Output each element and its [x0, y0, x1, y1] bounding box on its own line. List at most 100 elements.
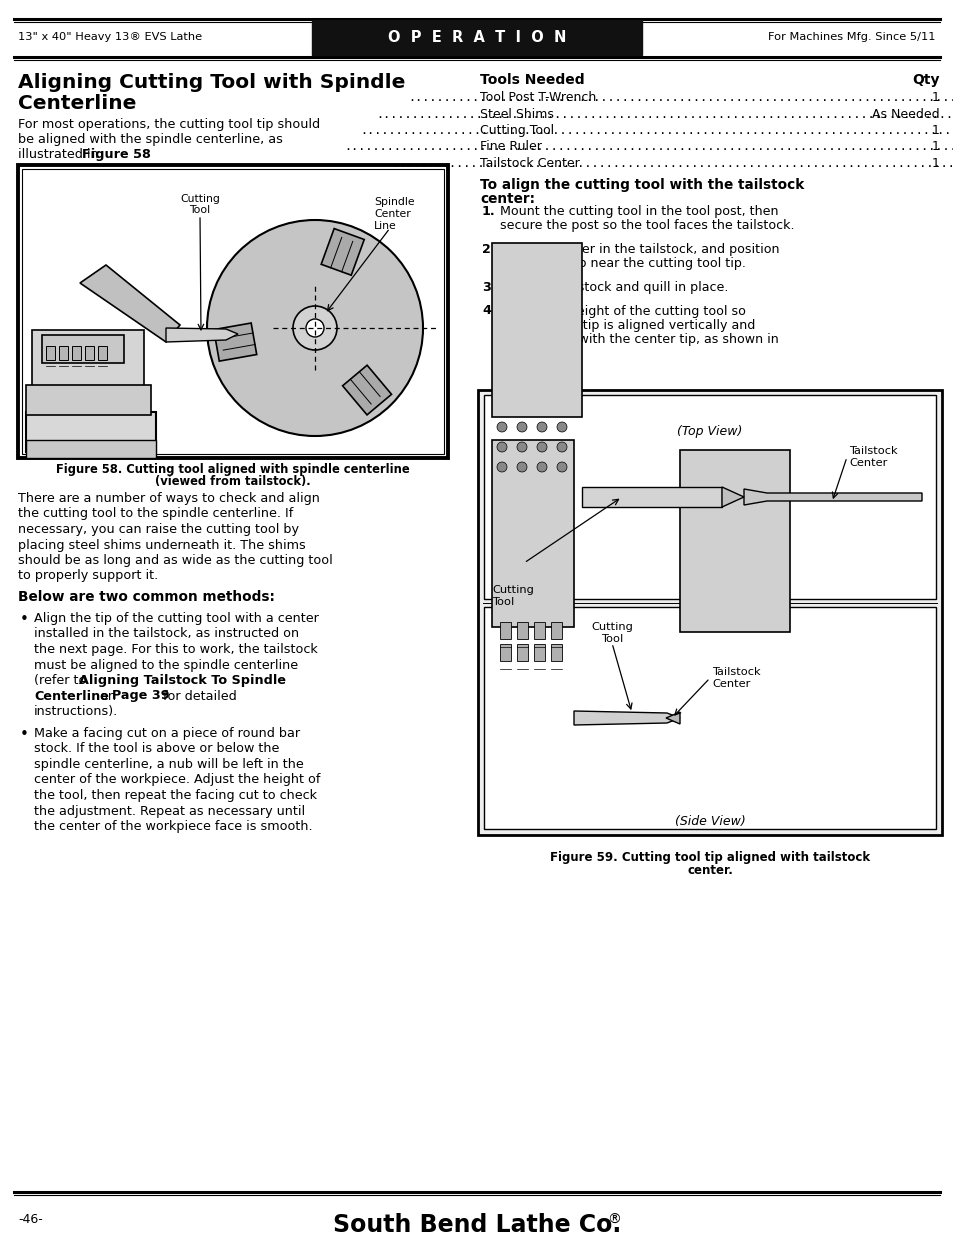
- Text: Aligning Tailstock To Spindle: Aligning Tailstock To Spindle: [79, 674, 286, 687]
- Text: Centerline: Centerline: [18, 94, 136, 112]
- Text: For Machines Mfg. Since 5/11: For Machines Mfg. Since 5/11: [768, 32, 935, 42]
- Circle shape: [497, 422, 506, 432]
- Text: that the tool tip is aligned vertically and: that the tool tip is aligned vertically …: [499, 319, 755, 332]
- Text: 1: 1: [931, 141, 939, 153]
- Bar: [581, 487, 721, 508]
- Circle shape: [306, 319, 324, 337]
- Polygon shape: [80, 266, 180, 342]
- Bar: [534, 622, 544, 638]
- Text: Tailstock
Center: Tailstock Center: [848, 446, 897, 468]
- Circle shape: [517, 442, 526, 452]
- Text: Tailstock
Center: Tailstock Center: [711, 667, 760, 689]
- Text: .: .: [548, 348, 553, 361]
- Text: Tool: Tool: [190, 205, 211, 215]
- Text: Figure 58: Figure 58: [82, 148, 151, 161]
- Text: Below are two common methods:: Below are two common methods:: [18, 590, 274, 604]
- Text: Make a facing cut on a piece of round bar: Make a facing cut on a piece of round ba…: [34, 727, 300, 740]
- Text: Page 39: Page 39: [112, 689, 170, 703]
- Bar: [46, 346, 55, 359]
- Text: 13" x 40" Heavy 13® EVS Lathe: 13" x 40" Heavy 13® EVS Lathe: [18, 32, 202, 42]
- Circle shape: [517, 422, 526, 432]
- Bar: [98, 346, 107, 359]
- Bar: [499, 643, 511, 661]
- Text: ®: ®: [606, 1213, 620, 1228]
- Text: To align the cutting tool with the tailstock: To align the cutting tool with the tails…: [479, 178, 803, 191]
- Bar: [26, 385, 151, 415]
- Text: (viewed from tailstock).: (viewed from tailstock).: [155, 475, 311, 488]
- Circle shape: [537, 462, 546, 472]
- Text: center of the workpiece. Adjust the height of: center of the workpiece. Adjust the heig…: [34, 773, 320, 787]
- Text: There are a number of ways to check and align: There are a number of ways to check and …: [18, 492, 319, 505]
- Text: must be aligned to the spindle centerline: must be aligned to the spindle centerlin…: [34, 658, 297, 672]
- Text: Qty: Qty: [911, 73, 939, 86]
- Bar: [517, 622, 527, 638]
- Text: -46-: -46-: [18, 1213, 43, 1226]
- Bar: [23, 170, 442, 453]
- Text: 3.: 3.: [481, 282, 496, 294]
- Text: ................................................................................: ........................................…: [360, 124, 953, 137]
- Text: Steel Shims: Steel Shims: [479, 107, 554, 121]
- Bar: [551, 622, 561, 638]
- Circle shape: [207, 220, 422, 436]
- Text: Cutting Tool: Cutting Tool: [479, 124, 554, 137]
- Text: installed in the tailstock, as instructed on: installed in the tailstock, as instructe…: [34, 627, 299, 641]
- Polygon shape: [342, 366, 391, 415]
- Text: center.: center.: [686, 864, 732, 877]
- Polygon shape: [665, 713, 679, 724]
- Text: the adjustment. Repeat as necessary until: the adjustment. Repeat as necessary unti…: [34, 804, 305, 818]
- Text: 1: 1: [931, 91, 939, 104]
- Text: illustrated in: illustrated in: [18, 148, 103, 161]
- Polygon shape: [321, 228, 364, 275]
- Text: Tools Needed: Tools Needed: [479, 73, 584, 86]
- Text: ................................................................................: ........................................…: [392, 157, 953, 170]
- Text: Aligning Cutting Tool with Spindle: Aligning Cutting Tool with Spindle: [18, 73, 405, 91]
- Bar: [85, 346, 94, 359]
- Bar: [477, 390, 941, 835]
- Text: (refer to: (refer to: [34, 674, 91, 687]
- Polygon shape: [213, 324, 256, 361]
- Text: for detailed: for detailed: [159, 689, 236, 703]
- Polygon shape: [574, 711, 679, 725]
- Polygon shape: [166, 329, 237, 342]
- Polygon shape: [743, 489, 921, 505]
- Text: (Top View): (Top View): [677, 425, 741, 438]
- Text: placing steel shims underneath it. The shims: placing steel shims underneath it. The s…: [18, 538, 305, 552]
- Circle shape: [497, 462, 506, 472]
- Text: Figure 59: Figure 59: [499, 348, 567, 361]
- Bar: [483, 395, 935, 599]
- Text: 1: 1: [931, 124, 939, 137]
- Text: instructions).: instructions).: [34, 705, 118, 718]
- Bar: [517, 643, 527, 661]
- Circle shape: [557, 462, 566, 472]
- Text: Line: Line: [374, 221, 396, 231]
- Text: secure the post so the tool faces the tailstock.: secure the post so the tool faces the ta…: [499, 220, 794, 232]
- Text: Cutting
Tool: Cutting Tool: [591, 622, 632, 643]
- Text: the center of the workpiece face is smooth.: the center of the workpiece face is smoo…: [34, 820, 313, 832]
- Text: Cutting: Cutting: [180, 194, 220, 204]
- Text: Fine Ruler: Fine Ruler: [479, 141, 541, 153]
- Text: Adjust the height of the cutting tool so: Adjust the height of the cutting tool so: [499, 305, 745, 317]
- Text: on: on: [96, 689, 120, 703]
- Text: Install a center in the tailstock, and position: Install a center in the tailstock, and p…: [499, 243, 779, 256]
- Text: the tool, then repeat the facing cut to check: the tool, then repeat the facing cut to …: [34, 789, 316, 802]
- Text: the center tip near the cutting tool tip.: the center tip near the cutting tool tip…: [499, 258, 745, 270]
- Bar: [26, 412, 156, 452]
- Text: Cutting
Tool: Cutting Tool: [492, 585, 534, 606]
- Text: 4.: 4.: [481, 305, 496, 317]
- Text: Tool Post T-Wrench: Tool Post T-Wrench: [479, 91, 596, 104]
- Text: should be as long and as wide as the cutting tool: should be as long and as wide as the cut…: [18, 555, 333, 567]
- Text: As Needed: As Needed: [871, 107, 939, 121]
- Circle shape: [557, 442, 566, 452]
- Text: spindle centerline, a nub will be left in the: spindle centerline, a nub will be left i…: [34, 758, 303, 771]
- Text: ................................................................................: ........................................…: [408, 91, 953, 104]
- Text: Align the tip of the cutting tool with a center: Align the tip of the cutting tool with a…: [34, 613, 318, 625]
- Text: stock. If the tool is above or below the: stock. If the tool is above or below the: [34, 742, 279, 756]
- Text: •: •: [20, 613, 29, 627]
- Bar: [18, 165, 448, 458]
- Text: For most operations, the cutting tool tip should: For most operations, the cutting tool ti…: [18, 119, 320, 131]
- Bar: [551, 643, 561, 661]
- Text: to properly support it.: to properly support it.: [18, 569, 158, 583]
- Text: Spindle: Spindle: [374, 198, 415, 207]
- Text: ................................................................................: ........................................…: [344, 141, 953, 153]
- Bar: [22, 169, 443, 454]
